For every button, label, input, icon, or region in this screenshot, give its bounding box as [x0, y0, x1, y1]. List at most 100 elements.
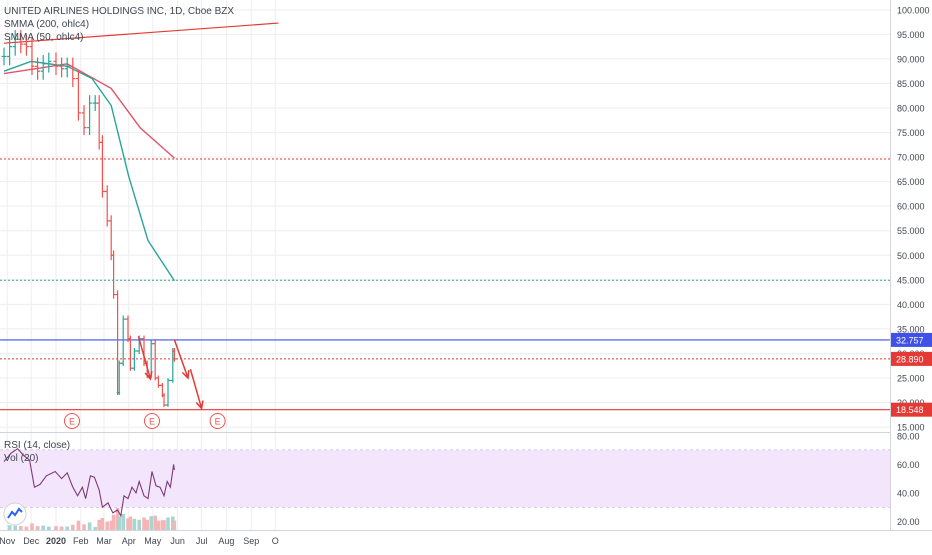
earnings-e-icon[interactable]: E [209, 413, 226, 429]
volume-bar [126, 518, 130, 530]
trend-arrow [137, 336, 153, 381]
arrow-head [144, 370, 153, 381]
volume-bar [156, 520, 161, 530]
volume-bar [82, 524, 86, 530]
time-tick-label: O [272, 536, 279, 546]
time-tick-label: 2020 [46, 536, 66, 546]
time-tick-label: Aug [218, 536, 234, 546]
volume-bar [162, 520, 166, 530]
earnings-circle [144, 413, 160, 429]
volume-bar [47, 526, 51, 530]
time-tick-label: May [144, 536, 162, 546]
arrow-shaft [189, 368, 203, 409]
price-tick-label: 100.000 [897, 5, 930, 15]
volume-bar [149, 516, 153, 530]
volume-bar [142, 517, 146, 530]
rsi-chart[interactable] [3, 447, 175, 518]
rsi-tick-label: 40.00 [897, 488, 920, 498]
price-bar [12, 30, 18, 56]
smma200-legend: SMMA (200, ohlc4) [4, 19, 89, 30]
main-grid [0, 0, 890, 530]
volume-bar [13, 525, 17, 530]
time-axis: Nov Dec 2020 Feb Mar Apr May Jun Jul Aug Sep O [0, 536, 279, 546]
volume-bar [128, 516, 133, 530]
volume-bars [7, 508, 177, 530]
level-label: 32.757 [891, 332, 932, 347]
price-tick-label: 35.000 [897, 324, 925, 334]
volume-bar [111, 514, 116, 530]
arrow-shaft [137, 336, 152, 380]
volume-bar [76, 520, 81, 530]
level-label-bg [891, 351, 932, 366]
price-bar [23, 35, 29, 56]
volume-bar [19, 526, 23, 530]
legend: UNITED AIRLINES HOLDINGS INC, 1D, Cboe B… [4, 6, 234, 43]
vol-legend: Vol (20) [4, 453, 38, 464]
volume-bar [7, 525, 12, 530]
rsi-tick-label: 80.00 [897, 431, 920, 441]
price-tick-label: 95.000 [897, 30, 925, 40]
volume-bar [117, 516, 121, 530]
price-bar [120, 315, 126, 367]
price-chart[interactable] [0, 22, 890, 411]
level-label-text: 28.890 [896, 354, 924, 364]
price-bar [64, 57, 70, 78]
trend-line [3, 22, 279, 44]
smma200-line [3, 63, 175, 159]
volume-bar [121, 513, 125, 530]
price-bar [53, 52, 59, 75]
volume-bar [145, 519, 149, 530]
volume-bar [71, 524, 75, 530]
earnings-label: E [69, 417, 75, 427]
level-label-bg [891, 332, 932, 347]
price-tick-label: 90.000 [897, 54, 925, 64]
price-bar [75, 70, 81, 121]
price-tick-label: 80.000 [897, 104, 925, 114]
volume-bar [166, 517, 170, 530]
earnings-label: E [215, 417, 221, 427]
time-tick-label: Apr [122, 536, 136, 546]
time-tick-label: Dec [23, 536, 40, 546]
volume-bar [153, 515, 157, 530]
price-bar [171, 348, 177, 362]
price-bar [99, 135, 105, 198]
level-labels: 32.757 28.890 18.548 [891, 332, 932, 417]
price-tick-label: 25.000 [897, 374, 925, 384]
price-bar [29, 37, 35, 75]
earnings-e-icon[interactable]: E [64, 413, 80, 429]
rsi-band [0, 450, 890, 508]
earnings-circle [64, 413, 80, 429]
volume-bar [109, 520, 113, 530]
volume-bar [93, 527, 97, 530]
price-bar [18, 30, 24, 54]
earnings-e-icon[interactable]: E [144, 413, 160, 429]
volume-bar [24, 526, 29, 530]
volume-bar [97, 519, 101, 530]
trend-arrow [173, 339, 190, 380]
volume-bar [100, 518, 105, 530]
volume-bar [105, 521, 109, 530]
price-bar [40, 55, 46, 80]
price-bar [87, 95, 93, 136]
price-bar [46, 52, 52, 73]
price-tick-label: 15.000 [897, 423, 925, 433]
arrow-head [195, 400, 204, 411]
volume-bar [30, 523, 34, 530]
price-bar [59, 57, 65, 78]
arrow-shaft [173, 339, 189, 379]
time-tick-label: Jun [170, 536, 185, 546]
tradingview-logo-icon[interactable] [3, 502, 27, 526]
price-bar [81, 105, 87, 136]
rsi-tick-label: 60.00 [897, 460, 920, 470]
price-tick-label: 60.000 [897, 202, 925, 212]
level-label: 18.548 [891, 402, 932, 417]
time-tick-label: Feb [73, 536, 89, 546]
rsi-legend: RSI (14, close) [4, 440, 70, 451]
price-bar [35, 57, 41, 80]
price-tick-label: 85.000 [897, 79, 925, 89]
time-tick-label: Nov [0, 536, 16, 546]
volume-bar [54, 526, 58, 530]
trend-arrow [189, 368, 204, 411]
